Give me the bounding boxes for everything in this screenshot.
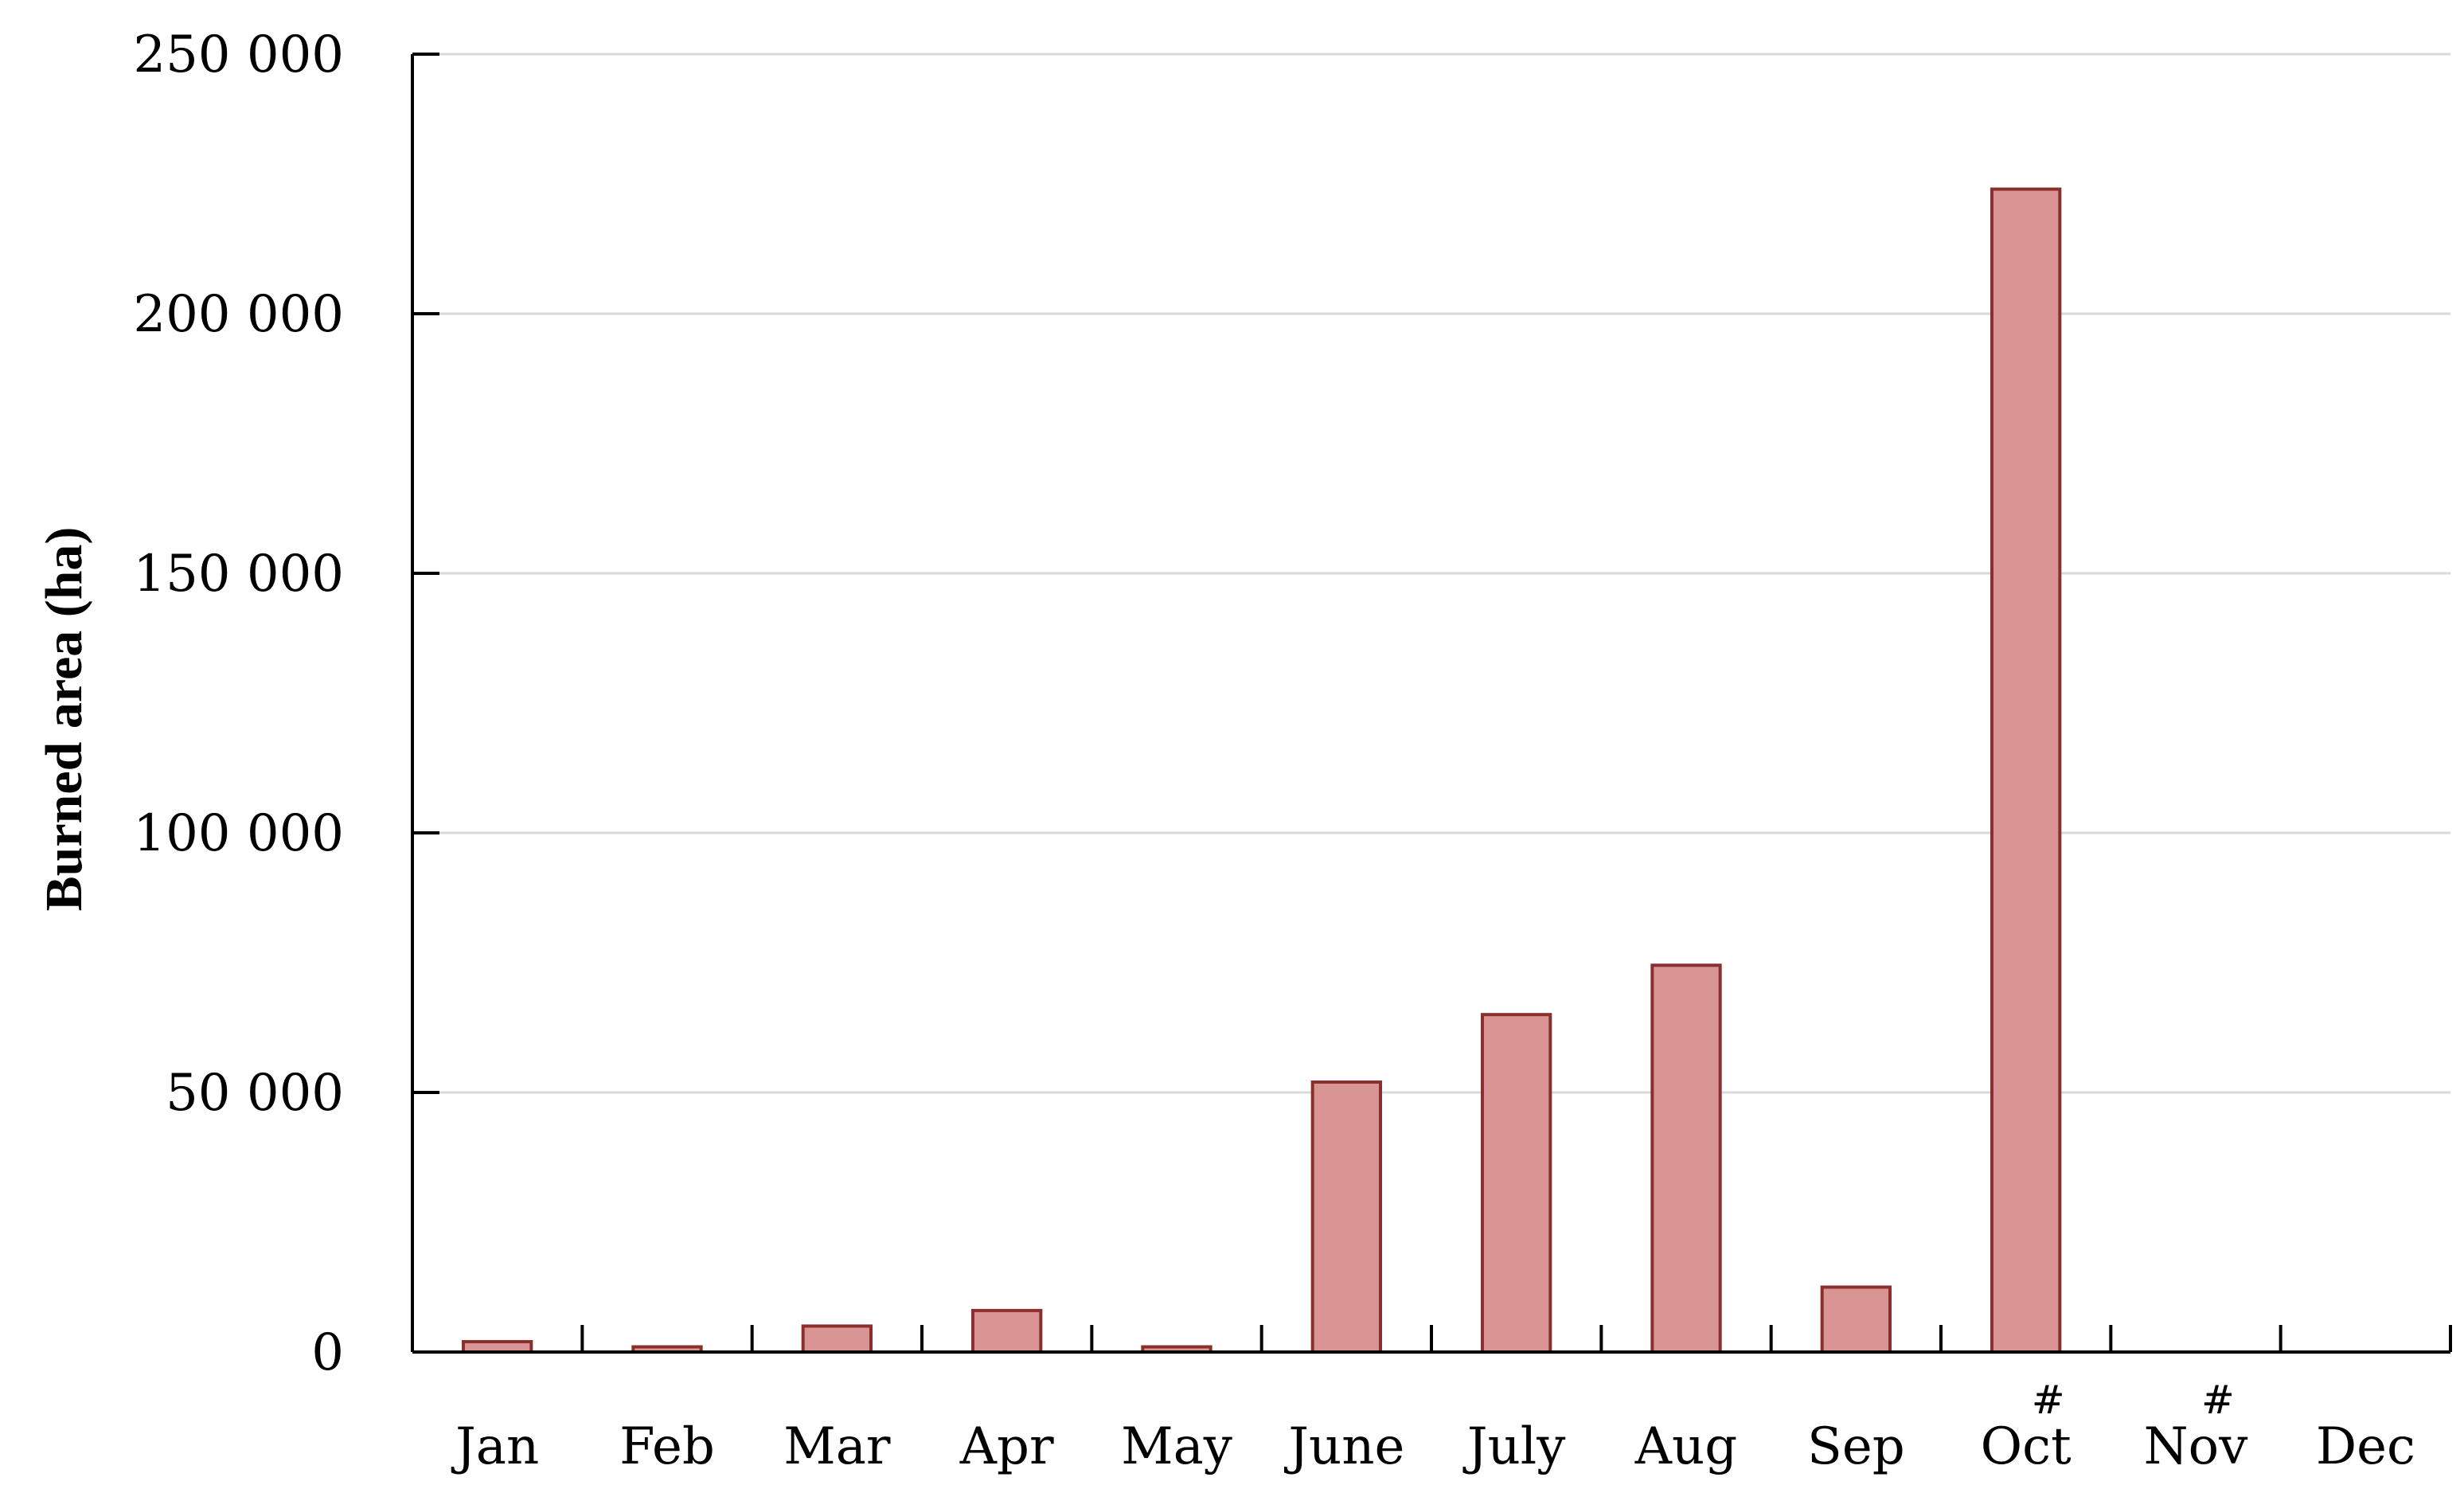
bar-sep bbox=[1820, 1285, 1892, 1354]
bar-july bbox=[1481, 1013, 1552, 1354]
bars bbox=[462, 187, 2062, 1354]
annotation-mark: # bbox=[2201, 1377, 2235, 1423]
x-tick-labels: Jan Feb Mar Apr May June July Aug Sep Oct Nov Dec bbox=[451, 1417, 2415, 1476]
x-tick-label-jan: Jan bbox=[451, 1417, 539, 1476]
x-tick-label-mar: Mar bbox=[783, 1417, 891, 1476]
x-tick-label-july: July bbox=[1462, 1417, 1566, 1476]
bar-oct bbox=[1990, 187, 2062, 1354]
bar-june bbox=[1310, 1080, 1382, 1354]
x-tick-label-dec: Dec bbox=[2316, 1417, 2415, 1476]
bar-apr bbox=[971, 1308, 1043, 1354]
x-tick-label-aug: Aug bbox=[1634, 1417, 1737, 1476]
bar-mar bbox=[801, 1324, 873, 1354]
y-tick-label: 0 bbox=[311, 1323, 344, 1382]
x-tick-label-apr: Apr bbox=[959, 1417, 1054, 1476]
bar-aug bbox=[1650, 963, 1722, 1354]
x-tick-label-june: June bbox=[1283, 1417, 1404, 1476]
y-tick-labels: 0 50 000 100 000 150 000 200 000 250 000 bbox=[133, 25, 344, 1382]
annotations: # # bbox=[2032, 1377, 2235, 1423]
axes bbox=[411, 53, 2452, 1354]
gridlines bbox=[412, 53, 2450, 1094]
y-axis-title: Burned area (ha) bbox=[35, 527, 93, 912]
y-tick-label: 250 000 bbox=[133, 25, 344, 84]
x-tick-label-may: May bbox=[1121, 1417, 1232, 1476]
x-tick-label-feb: Feb bbox=[619, 1417, 715, 1476]
y-tick-label: 200 000 bbox=[133, 285, 344, 344]
y-tick-label: 50 000 bbox=[166, 1064, 344, 1123]
x-tick-label-nov: Nov bbox=[2144, 1417, 2248, 1476]
y-tick-label: 100 000 bbox=[133, 804, 344, 863]
x-tick-label-sep: Sep bbox=[1807, 1417, 1905, 1476]
annotation-mark: # bbox=[2032, 1377, 2065, 1423]
y-tick-label: 150 000 bbox=[133, 545, 344, 604]
x-tick-label-oct: Oct bbox=[1981, 1417, 2072, 1476]
